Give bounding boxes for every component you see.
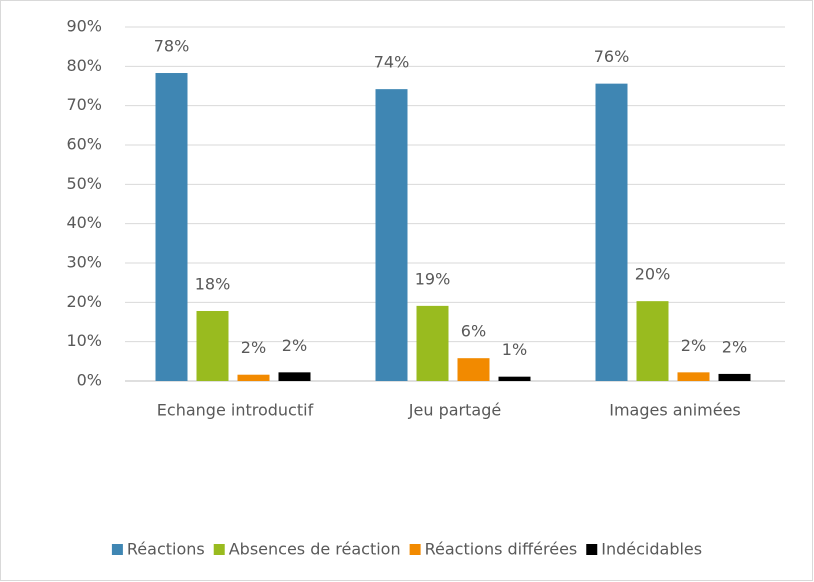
y-tick-label: 60% [66,135,102,154]
legend-label: Absences de réaction [229,540,401,559]
data-label: 2% [722,337,747,356]
bar [278,372,311,381]
data-label: 78% [154,37,190,56]
x-tick-label: Echange introductif [157,401,314,420]
bar [498,376,531,381]
y-tick-label: 10% [66,331,102,350]
y-tick-label: 20% [66,292,102,311]
legend-label: Réactions différées [425,540,578,559]
legend-swatch [586,544,598,555]
data-label: 19% [415,269,451,288]
y-tick-label: 50% [66,174,102,193]
bar [718,373,751,381]
legend-label: Réactions [127,540,205,559]
legend-swatch [409,544,421,555]
bar [416,305,449,381]
bar [237,374,270,381]
data-label: 2% [282,336,307,355]
data-label: 2% [241,338,266,357]
x-tick-label: Images animées [609,401,741,420]
bar [196,310,229,381]
bar [457,358,490,381]
y-tick-label: 40% [66,213,102,232]
y-tick-label: 90% [66,17,102,36]
legend-label: Indécidables [601,540,702,559]
legend-swatch [213,544,225,555]
bar [636,301,669,381]
y-tick-label: 80% [66,56,102,75]
data-label: 2% [681,336,706,355]
y-tick-label: 70% [66,95,102,114]
legend-swatch [111,544,123,555]
data-label: 74% [374,53,410,72]
bar [375,89,408,381]
y-tick-label: 0% [77,371,102,390]
bar [155,73,188,382]
data-label: 6% [461,322,486,341]
bar [677,372,710,381]
data-label: 20% [635,265,671,284]
data-label: 1% [502,340,527,359]
bar [595,83,628,381]
y-tick-label: 30% [66,253,102,272]
data-label: 76% [594,47,630,66]
data-label: 18% [195,274,231,293]
x-tick-label: Jeu partagé [408,401,501,420]
